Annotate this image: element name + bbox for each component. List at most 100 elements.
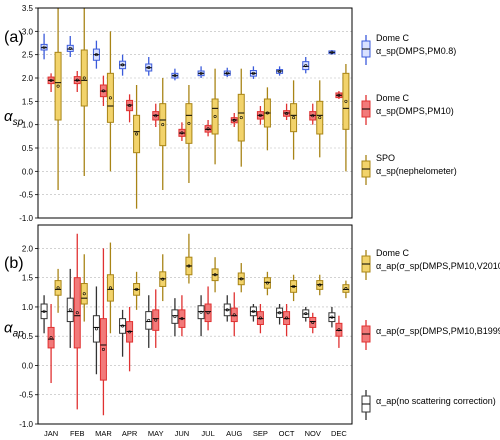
box	[237, 93, 245, 142]
y-tick-label: 2.5	[22, 51, 34, 60]
x-tick-label: NOV	[305, 429, 321, 438]
y-axis-label-sub: ap	[13, 329, 25, 340]
box-mean	[187, 264, 191, 268]
box-mean	[330, 50, 334, 54]
box-mean	[311, 114, 315, 118]
legend-title: SPO	[376, 153, 395, 163]
panel-a: 3.5 3.0 2.5 2.0 1.5 1.0 0.5 0.0 -0.5 -1.0 (a) αsp	[4, 4, 353, 223]
x-tick-label: FEB	[70, 429, 85, 438]
legend-label: α_sp(DMPS,PM0.8)	[376, 46, 456, 56]
box	[302, 61, 310, 71]
box-mean	[101, 347, 105, 351]
box	[230, 307, 238, 323]
box-mean	[265, 281, 269, 285]
box	[263, 277, 271, 289]
y-tick-label: 2.0	[22, 74, 34, 83]
legend-label: α_ap(σ_sp(DMPS,PM10,B1999))	[376, 326, 500, 336]
box	[47, 326, 55, 349]
box	[211, 98, 219, 135]
box-mean	[94, 53, 98, 57]
box-mean	[154, 114, 158, 118]
y-tick-label: 3.5	[22, 4, 34, 13]
box-mean	[285, 111, 289, 115]
box-mean	[278, 311, 282, 315]
box-mean	[49, 336, 53, 340]
box-mean	[258, 316, 262, 320]
box	[73, 277, 81, 349]
legend-label: α_ap(no scattering correction)	[376, 396, 496, 406]
box	[290, 103, 298, 133]
box	[316, 100, 324, 135]
y-tick-label: -0.5	[19, 391, 33, 400]
box-mean	[108, 286, 112, 290]
x-tick-label: JUN	[175, 429, 190, 438]
box-mean	[239, 277, 243, 281]
box	[133, 114, 141, 154]
box-mean	[94, 327, 98, 331]
y-axis-label: αap	[4, 320, 24, 340]
panel-label: (b)	[4, 255, 24, 272]
box	[171, 309, 179, 324]
legend-label: α_sp(DMPS,PM10)	[376, 106, 454, 116]
y-tick-label: 3.0	[22, 27, 34, 36]
x-tick-label: AUG	[226, 429, 242, 438]
box-mean	[180, 131, 184, 135]
box	[342, 284, 350, 293]
box	[342, 72, 350, 130]
box-mean	[121, 63, 125, 67]
y-tick-label: 0.5	[22, 144, 34, 153]
box-mean	[42, 309, 46, 313]
box	[99, 318, 107, 381]
legend-title: Dome C	[376, 248, 410, 258]
box-mean	[154, 318, 158, 322]
box-mean	[206, 127, 210, 131]
y-tick-label: 1.5	[22, 274, 34, 283]
y-tick-label: 0.0	[22, 361, 34, 370]
x-tick-label: JAN	[44, 429, 58, 438]
box-mean	[42, 45, 46, 49]
legend-title: Dome C	[376, 33, 410, 43]
box-mean	[318, 116, 322, 120]
box-mean	[304, 312, 308, 316]
x-axis: JAN FEB MAR APR MAY JUN JUL AUG SEP OCT NOV DEC	[44, 429, 347, 438]
box-mean	[292, 284, 296, 288]
box-mean	[108, 96, 112, 100]
box-mean	[199, 71, 203, 75]
x-tick-label: MAY	[148, 429, 164, 438]
box-mean	[265, 111, 269, 115]
box	[54, 280, 62, 296]
box-mean	[101, 89, 105, 93]
box-mean	[285, 316, 289, 320]
box-mean	[75, 311, 79, 315]
box	[106, 72, 114, 123]
box-mean	[206, 311, 210, 315]
box-mean	[173, 315, 177, 319]
box-mean	[68, 308, 72, 312]
box-mean	[82, 292, 86, 296]
box-mean	[330, 315, 334, 319]
box	[66, 297, 74, 323]
legend-title: Dome C	[376, 93, 410, 103]
x-tick-label: APR	[122, 429, 138, 438]
box-mean	[232, 313, 236, 317]
x-tick-label: JUL	[201, 429, 214, 438]
box-mean	[49, 78, 53, 82]
legend-a: Dome C α_sp(DMPS,PM0.8) Dome C α_sp(DMPS,PM…	[361, 33, 457, 185]
y-axis-label: αsp	[4, 108, 24, 128]
box	[66, 44, 74, 52]
box-mean	[258, 113, 262, 117]
box	[152, 309, 160, 331]
box-mean	[135, 132, 139, 136]
plot-frame	[37, 224, 353, 425]
box	[80, 49, 88, 107]
box-mean	[225, 71, 229, 75]
box-mean	[337, 93, 341, 97]
legend-label: α_ap(σ_sp(DMPS,PM10,V2010))	[376, 261, 500, 271]
box-mean	[173, 74, 177, 78]
box-mean	[232, 118, 236, 122]
box-mean	[311, 320, 315, 324]
box-mean	[56, 286, 60, 290]
box	[185, 103, 193, 144]
x-tick-label: OCT	[279, 429, 295, 438]
